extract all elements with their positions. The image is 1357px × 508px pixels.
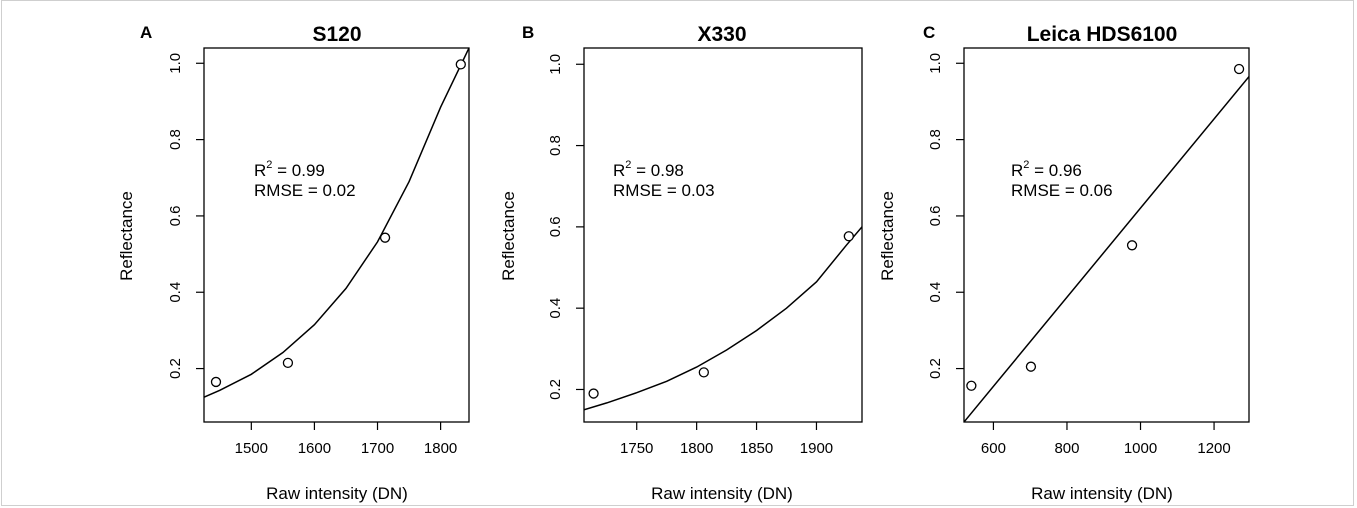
y-tick-label: 0.6	[167, 205, 184, 226]
x-tick-label: 1850	[740, 440, 773, 457]
data-point	[966, 380, 977, 391]
y-tick-label: 1.0	[547, 54, 564, 75]
x-tick-label: 1500	[235, 440, 268, 457]
data-point	[455, 59, 466, 70]
x-tick-label: 1750	[620, 440, 653, 457]
data-point	[1025, 361, 1037, 372]
x-tick-label: 1800	[424, 440, 457, 457]
chart-title: S120	[312, 23, 361, 46]
x-tick-label: 800	[1054, 440, 1079, 457]
panel-letter: B	[522, 23, 534, 42]
plot-frame	[963, 47, 1250, 423]
panel-letter: C	[923, 23, 935, 42]
x-tick-label: 1200	[1197, 440, 1230, 457]
y-tick-label: 1.0	[167, 53, 184, 74]
y-tick-label: 1.0	[927, 53, 944, 74]
x-tick-label: 600	[981, 440, 1006, 457]
chart-title: Leica HDS6100	[1027, 23, 1178, 46]
panel-a: A S120 Raw intensity (DN) Reflectance R2…	[117, 23, 470, 503]
rmse-annotation: RMSE = 0.06	[1011, 181, 1113, 200]
r-squared-annotation: R2 = 0.96	[1011, 159, 1082, 180]
chart-title: X330	[697, 23, 746, 46]
data-point	[698, 367, 709, 378]
fit-curve	[584, 226, 862, 411]
y-tick-label: 0.2	[167, 358, 184, 379]
data-point	[588, 388, 599, 399]
fit-curve	[204, 48, 469, 398]
x-tick-label: 1600	[298, 440, 331, 457]
panel-b: B X330 Raw intensity (DN) Reflectance R2…	[499, 23, 863, 503]
x-tick-label: 1800	[680, 440, 713, 457]
y-tick-label: 0.2	[547, 379, 564, 400]
rmse-annotation: RMSE = 0.03	[613, 181, 715, 200]
data-point	[1126, 240, 1138, 251]
data-point	[1233, 63, 1245, 75]
x-tick-label: 1900	[800, 440, 833, 457]
y-tick-label: 0.4	[927, 282, 944, 303]
y-tick-label: 0.4	[547, 298, 564, 319]
plot-frame	[583, 47, 863, 423]
y-tick-label: 0.6	[547, 216, 564, 237]
y-axis-label: Reflectance	[499, 191, 518, 281]
y-tick-label: 0.8	[927, 129, 944, 150]
panel-letter: A	[140, 23, 152, 42]
plot-frame	[203, 47, 470, 423]
x-tick-label: 1700	[361, 440, 394, 457]
fit-curve	[964, 76, 1249, 422]
y-tick-label: 0.6	[927, 205, 944, 226]
y-axis-label: Reflectance	[117, 191, 136, 281]
data-point	[210, 376, 222, 388]
x-axis-label: Raw intensity (DN)	[1031, 484, 1173, 503]
y-tick-label: 0.8	[167, 129, 184, 150]
y-tick-label: 0.8	[547, 135, 564, 156]
r-squared-annotation: R2 = 0.99	[254, 159, 325, 180]
x-tick-label: 1000	[1124, 440, 1157, 457]
rmse-annotation: RMSE = 0.02	[254, 181, 356, 200]
y-tick-label: 0.4	[167, 282, 184, 303]
data-point	[282, 357, 294, 368]
x-axis-label: Raw intensity (DN)	[651, 484, 793, 503]
data-point	[843, 231, 854, 242]
y-tick-label: 0.2	[927, 358, 944, 379]
y-axis-label: Reflectance	[878, 191, 897, 281]
r-squared-annotation: R2 = 0.98	[613, 159, 684, 180]
data-point	[379, 232, 391, 243]
x-axis-label: Raw intensity (DN)	[266, 484, 408, 503]
panel-c: C Leica HDS6100 Raw intensity (DN) Refle…	[878, 23, 1250, 503]
